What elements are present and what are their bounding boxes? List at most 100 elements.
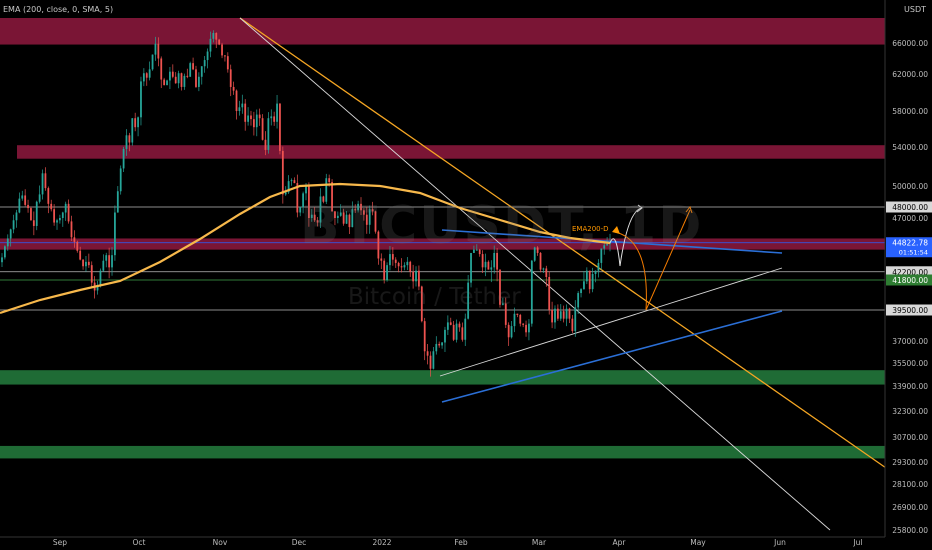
candle-body — [221, 44, 223, 56]
candle-body — [556, 308, 559, 319]
candle-body — [571, 318, 574, 332]
candle-body — [50, 203, 53, 210]
candle-body — [279, 103, 281, 151]
candle-body — [325, 178, 328, 202]
candle-body — [533, 247, 536, 261]
candle-body — [441, 342, 443, 346]
candle-body — [267, 118, 270, 150]
candle-body — [195, 69, 197, 87]
candle-body — [310, 214, 313, 218]
ema-layer: EMA200-D — [0, 182, 611, 315]
candle-body — [377, 231, 380, 259]
x-tick-label: Dec — [292, 538, 307, 547]
candle-body — [218, 39, 221, 45]
candle-body — [415, 270, 417, 282]
candle-body — [111, 255, 113, 268]
candle-body — [125, 135, 128, 149]
candle-body — [53, 209, 56, 223]
y-tick-label: 62000.00 — [892, 70, 928, 79]
candle-body — [397, 262, 400, 267]
ema200-label: EMA200-D — [572, 225, 609, 233]
candle-body — [192, 63, 194, 70]
support-zone — [0, 370, 885, 385]
resistance-zone — [0, 238, 885, 250]
candle-body — [351, 209, 354, 228]
candle-body — [513, 313, 516, 327]
candle-body — [455, 323, 458, 340]
candle-body — [507, 324, 510, 338]
candle-body — [264, 139, 267, 150]
candle-body — [322, 196, 325, 202]
candle-body — [250, 115, 252, 120]
candle-body — [18, 198, 21, 213]
candle-body — [452, 324, 455, 340]
candle-body — [374, 211, 377, 232]
candle-body — [183, 75, 186, 87]
candle-body — [331, 182, 333, 212]
ema200-line — [0, 182, 611, 315]
candle-body — [212, 33, 215, 39]
y-tick-label: 37000.00 — [892, 337, 928, 346]
watermark-name: Bitcoin / Tether — [348, 284, 521, 310]
candle-body — [449, 322, 452, 325]
candle-body — [200, 66, 203, 77]
candle-body — [151, 54, 154, 70]
y-tick-label: 66000.00 — [892, 39, 928, 48]
projections-layer — [609, 204, 693, 311]
candle-body — [412, 271, 415, 282]
resistance-zone — [0, 18, 885, 45]
candle-body — [510, 326, 513, 338]
candle-body — [134, 118, 137, 128]
projection-arrowhead-orange — [685, 205, 693, 214]
candle-body — [429, 355, 432, 369]
candle-body — [499, 269, 501, 305]
y-tick-label: 58000.00 — [892, 107, 928, 116]
price-label: 48000.00 — [892, 203, 928, 212]
candle-body — [235, 90, 238, 111]
candle-body — [409, 261, 412, 272]
candles-layer — [1, 30, 611, 377]
candle-body — [568, 308, 571, 319]
candle-body — [131, 118, 134, 143]
y-tick-label: 26900.00 — [892, 503, 928, 512]
candle-body — [528, 323, 530, 333]
candle-body — [394, 259, 397, 263]
candle-body — [522, 323, 525, 325]
candle-body — [307, 185, 310, 218]
candle-body — [142, 73, 145, 82]
candle-body — [585, 270, 588, 282]
candle-body — [609, 242, 611, 245]
candle-body — [3, 246, 6, 258]
price-label: 44822.78 — [892, 239, 928, 248]
candle-body — [386, 265, 388, 280]
x-tick-label: Feb — [454, 538, 468, 547]
candle-body — [21, 195, 24, 199]
candle-body — [85, 261, 87, 267]
candle-body — [252, 119, 255, 128]
candle-body — [166, 80, 168, 86]
candle-body — [241, 103, 244, 108]
x-tick-label: May — [690, 538, 706, 547]
candle-body — [423, 321, 426, 352]
candle-body — [247, 115, 249, 122]
candle-body — [420, 286, 423, 322]
candle-body — [197, 76, 200, 87]
candle-body — [154, 43, 157, 55]
candle-body — [342, 212, 345, 224]
candle-body — [478, 249, 481, 255]
candle-body — [215, 33, 218, 40]
candle-body — [137, 117, 139, 128]
currency-label[interactable]: USDT — [904, 5, 926, 14]
support-trendline-white — [439, 267, 783, 377]
candle-body — [82, 259, 84, 267]
x-tick-label: Jun — [773, 538, 786, 547]
candle-body — [177, 73, 180, 84]
candle-body — [61, 212, 64, 218]
candle-body — [226, 56, 229, 70]
time-axis — [0, 537, 932, 550]
candle-body — [583, 281, 585, 290]
candle-body — [305, 185, 307, 194]
indicator-label[interactable]: EMA (200, close, 0, SMA, 5) — [3, 5, 114, 14]
